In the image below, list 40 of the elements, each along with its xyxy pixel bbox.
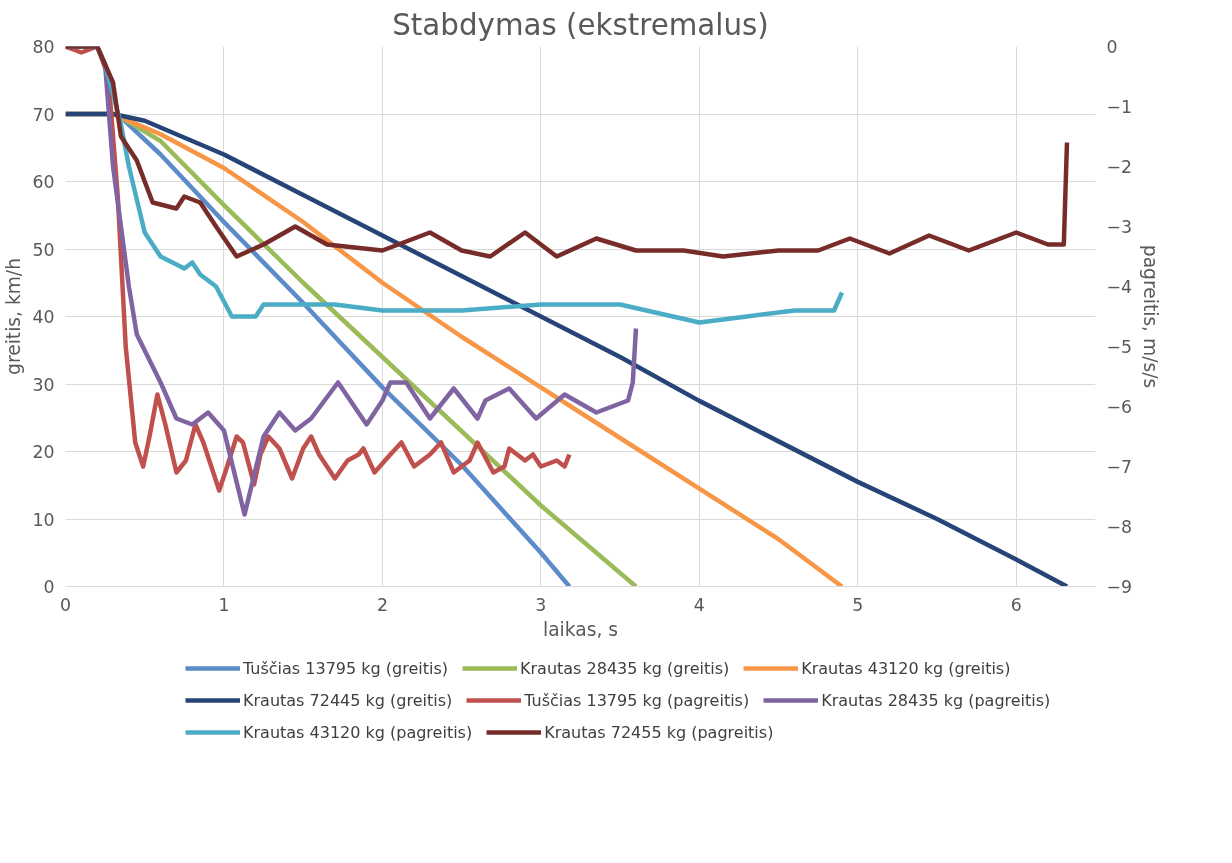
y-tick-label: 50 (32, 239, 55, 260)
x-tick-label: 4 (693, 594, 705, 615)
legend-label: Tuščias 13795 kg (pagreitis) (524, 690, 750, 710)
y-tick-label: 70 (32, 104, 55, 125)
y2-tick-label: −7 (1106, 457, 1133, 477)
legend-label: Tuščias 13795 kg (greitis) (243, 658, 448, 678)
line-series (65, 111, 1070, 587)
x-tick-label: 6 (1010, 594, 1022, 615)
y2-tick-label: −5 (1106, 337, 1133, 357)
x-tick-label: 0 (59, 594, 72, 615)
x-axis-title: laikas, s (543, 618, 619, 640)
x-tick-label: 1 (218, 594, 230, 615)
y2-tick-label: 0 (1106, 37, 1118, 57)
y2-tick-label: −2 (1106, 157, 1133, 177)
legend-label: Krautas 43120 kg (greitis) (801, 658, 1011, 678)
legend-label: Krautas 72445 kg (greitis) (243, 690, 453, 710)
y-tick-label: 20 (32, 442, 55, 462)
x-tick-label: 3 (535, 594, 547, 615)
y-tick-label: 60 (32, 172, 55, 192)
legend-label: Krautas 28435 kg (pagreitis) (821, 690, 1051, 710)
y-tick-label: 30 (32, 374, 55, 395)
legend-label: Krautas 43120 kg (pagreitis) (243, 722, 473, 742)
y2-axis-title: pagreitis, m/s/s (1140, 244, 1162, 389)
y2-tick-label: −3 (1106, 217, 1133, 237)
y-tick-label: 10 (32, 509, 55, 530)
y-axis-title: greitis, km/h (3, 258, 25, 375)
x-tick-label: 5 (852, 594, 864, 615)
legend-label: Krautas 72455 kg (pagreitis) (544, 722, 774, 742)
legend-label: Krautas 28435 kg (greitis) (520, 658, 730, 678)
y2-tick-label: −1 (1106, 97, 1133, 117)
y-tick-label: 0 (43, 577, 55, 597)
y2-tick-label: −8 (1106, 517, 1133, 537)
chart-title: Stabdymas (ekstremalus) (392, 7, 769, 42)
x-tick-label: 2 (376, 594, 388, 615)
line-series (65, 46, 1070, 259)
y-tick-label: 40 (32, 307, 55, 327)
y2-tick-label: −6 (1106, 397, 1133, 417)
y2-tick-label: −4 (1106, 277, 1133, 297)
y-tick-label: 80 (32, 37, 55, 57)
y2-tick-label: −9 (1106, 577, 1133, 597)
